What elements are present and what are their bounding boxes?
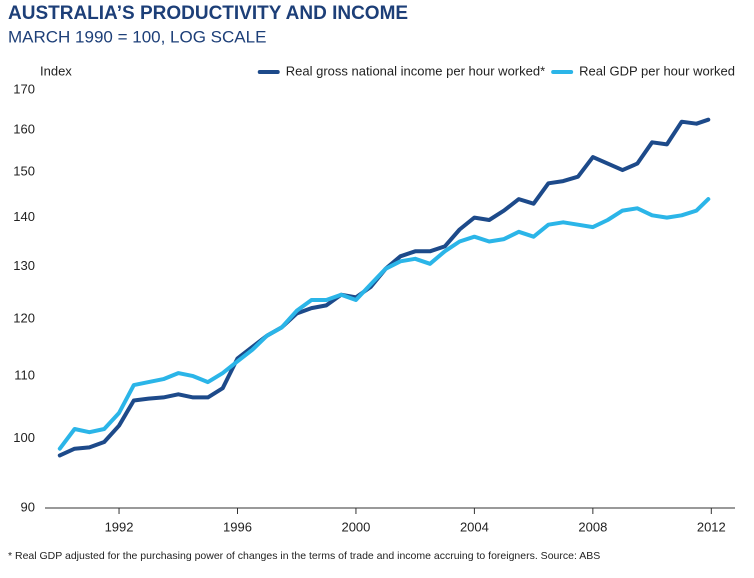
chart-title: AUSTRALIA’S PRODUCTIVITY AND INCOME	[8, 3, 408, 24]
y-tick-label: 130	[13, 258, 35, 273]
series-line	[57, 117, 711, 458]
y-tick-label: 90	[21, 499, 35, 514]
y-tick-label: 100	[13, 430, 35, 445]
y-tick-label: 150	[13, 164, 35, 179]
y-tick-label: 110	[14, 368, 35, 383]
x-tick-label: 2004	[460, 519, 489, 534]
y-tick-label: 120	[13, 310, 35, 325]
y-tick-label: 160	[13, 121, 35, 136]
chart-subtitle: MARCH 1990 = 100, LOG SCALE	[8, 27, 266, 46]
y-axis-label: Index	[40, 63, 72, 78]
series-line	[57, 197, 711, 451]
x-tick-label: 1996	[223, 519, 252, 534]
y-tick-label: 140	[13, 209, 35, 224]
footnote: * Real GDP adjusted for the purchasing p…	[8, 550, 600, 562]
legend-label: Real GDP per hour worked	[579, 63, 735, 78]
legend-label: Real gross national income per hour work…	[286, 63, 545, 78]
x-tick-label: 2012	[697, 519, 726, 534]
x-tick-label: 1992	[105, 519, 134, 534]
x-tick-label: 2000	[341, 519, 370, 534]
x-tick-label: 2008	[578, 519, 607, 534]
y-tick-label: 170	[13, 81, 35, 96]
